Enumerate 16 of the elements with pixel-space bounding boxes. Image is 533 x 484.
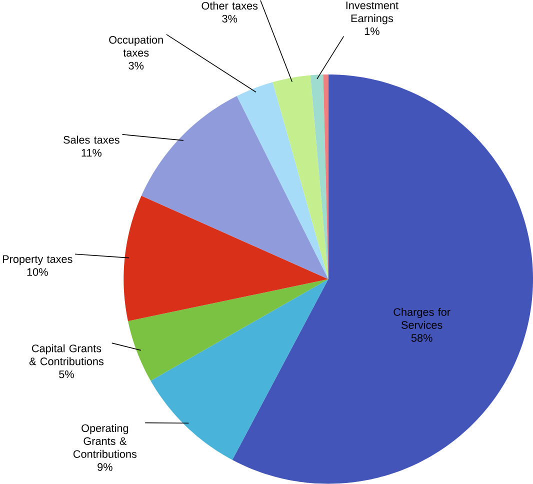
slice-label: Capital Grants & Contributions (29, 344, 104, 366)
data-label: 9% (98, 463, 112, 471)
data-label: 5% (59, 370, 74, 378)
slice-label: Charges for Services (394, 308, 450, 329)
data-label: 1% (364, 28, 380, 36)
data-label: 3% (128, 62, 144, 70)
slice-label: Investment Earnings (346, 2, 398, 24)
data-label: 11% (82, 149, 102, 157)
slice-label: Property taxes (2, 255, 72, 266)
slice-label: Operating Grants & Contributions (73, 424, 137, 458)
data-label: 10% (27, 268, 48, 276)
slice-label: Other taxes (202, 2, 258, 10)
slice-label: Sales taxes (64, 136, 120, 144)
slice-label: Occupation taxes (109, 36, 163, 57)
data-label: 3% (222, 14, 238, 23)
data-label: 58% (411, 334, 432, 342)
